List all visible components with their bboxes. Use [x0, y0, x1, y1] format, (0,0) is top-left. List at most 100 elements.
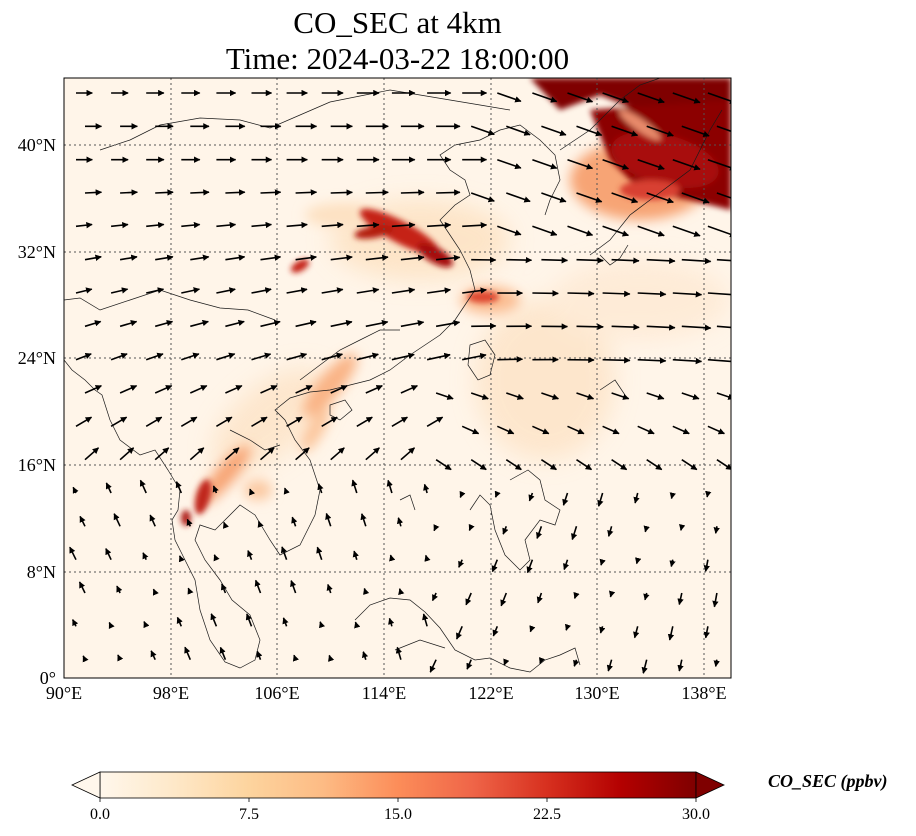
wind-arrow: [424, 554, 431, 562]
wind-arrow: [541, 257, 569, 264]
wind-arrow: [494, 490, 501, 498]
wind-arrow: [681, 324, 712, 331]
wind-arrow: [290, 579, 297, 594]
wind-arrow: [576, 125, 603, 137]
wind-arrow: [541, 392, 560, 400]
wind-arrow: [646, 324, 676, 331]
wind-arrow: [541, 125, 567, 137]
wind-arrow: [286, 416, 303, 427]
wind-arrow: [426, 287, 452, 294]
wind-arrow: [496, 425, 515, 435]
wind-arrow: [541, 192, 567, 203]
wind-arrow: [646, 257, 676, 265]
wind-arrow: [117, 654, 124, 662]
wind-arrow: [400, 320, 425, 328]
wind-arrow: [637, 357, 667, 364]
wind-arrow: [468, 523, 475, 531]
wind-arrow: [119, 320, 138, 328]
colorbar-tick-4: 30.0: [682, 806, 710, 823]
wind-arrow: [69, 546, 77, 561]
wind-arrow: [75, 352, 92, 361]
wind-arrow: [567, 290, 595, 297]
wind-arrow: [84, 384, 102, 394]
wind-arrow: [669, 559, 676, 568]
wind-arrow: [354, 621, 361, 629]
wind-arrow: [637, 92, 665, 104]
wind-arrow: [643, 525, 650, 533]
wind-arrow: [602, 92, 630, 104]
wind-arrow: [363, 587, 370, 595]
wind-arrow: [257, 520, 264, 528]
wind-arrow: [646, 192, 674, 204]
wind-arrow: [154, 319, 174, 328]
wind-arrow: [386, 479, 393, 494]
wind-arrow: [611, 125, 639, 137]
wind-arrow: [681, 459, 698, 471]
lon-label-114e: 114°E: [361, 683, 407, 703]
wind-arrow: [573, 591, 580, 600]
wind-arrow: [505, 459, 522, 471]
wind-arrow: [146, 287, 165, 294]
wind-arrow: [606, 659, 613, 672]
wind-arrow: [142, 552, 149, 561]
wind-arrow: [423, 483, 430, 494]
wind-arrow: [435, 459, 452, 471]
wind-arrow: [681, 257, 712, 265]
wind-arrow: [260, 254, 282, 261]
wind-arrow: [139, 479, 147, 494]
wind-arrow: [330, 447, 345, 461]
wind-arrow: [82, 655, 89, 663]
wind-arrow: [291, 516, 298, 527]
wind-arrow: [361, 651, 369, 660]
wind-arrow: [365, 189, 389, 196]
wind-arrow: [707, 92, 731, 104]
wind-arrow: [611, 459, 628, 471]
colorbar-label: CO_SEC (ppbv): [768, 771, 888, 791]
wind-arrow: [155, 189, 174, 196]
wind-arrow: [189, 384, 208, 394]
wind-arrow: [635, 557, 642, 565]
wind-arrow: [365, 319, 389, 328]
wind-arrow: [190, 189, 210, 196]
lat-label-8n: 8°N: [26, 562, 56, 582]
wind-arrow: [707, 225, 731, 238]
wind-arrow: [111, 221, 129, 229]
lon-label-130e: 130°E: [574, 683, 620, 703]
wind-arrow: [497, 356, 524, 363]
wind-arrow: [436, 254, 461, 262]
wind-arrow: [84, 447, 100, 461]
wind-arrow: [286, 352, 308, 361]
wind-arrow: [677, 592, 684, 606]
wind-arrow: [422, 613, 429, 627]
wind-arrow: [563, 559, 570, 571]
wind-arrow: [72, 486, 79, 494]
wind-arrow: [283, 487, 290, 495]
wind-arrow: [178, 555, 185, 563]
wind-arrow: [110, 287, 129, 294]
wind-arrow: [145, 416, 163, 427]
wind-arrow: [713, 659, 720, 668]
wind-arrow: [189, 447, 205, 461]
wind-arrow: [470, 192, 495, 203]
wind-arrow: [633, 626, 640, 639]
wind-arrow: [71, 619, 79, 627]
wind-arrow: [576, 257, 604, 264]
wind-arrow: [286, 287, 308, 294]
plot-title: CO_SEC at 4km: [293, 5, 502, 40]
wind-arrow: [75, 221, 93, 229]
wind-arrow: [318, 621, 326, 629]
wind-arrow: [707, 292, 731, 296]
wind-arrow: [502, 526, 509, 535]
wind-arrow: [707, 358, 731, 363]
wind-arrow: [260, 319, 281, 328]
wind-arrow: [146, 221, 165, 229]
wind-arrow: [356, 221, 380, 229]
wind-arrow: [321, 287, 344, 294]
wind-arrow: [672, 291, 703, 298]
wind-arrow: [181, 287, 201, 294]
wind-arrow: [216, 352, 236, 361]
wind-arrow: [78, 581, 86, 594]
wind-arrow: [681, 192, 710, 204]
wind-arrow: [251, 416, 268, 427]
wind-arrow: [500, 592, 508, 607]
